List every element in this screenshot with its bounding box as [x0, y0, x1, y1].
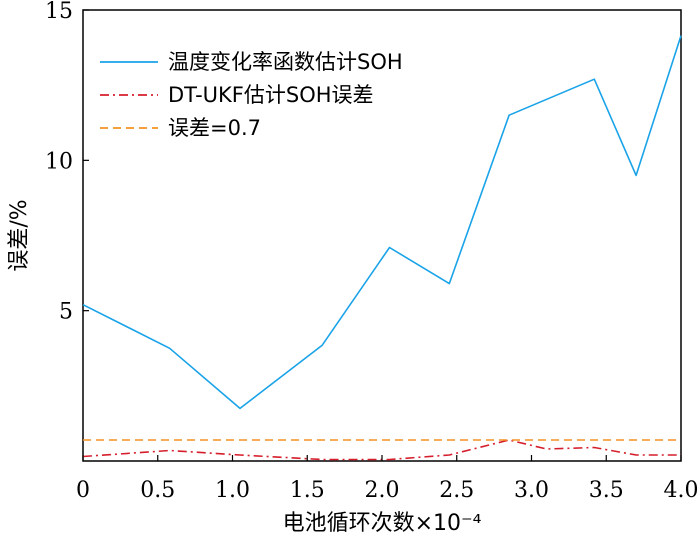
series-layer [82, 35, 682, 461]
x-axis-label: 电池循环次数×10⁻⁴ [283, 511, 482, 536]
legend-label-3: 误差=0.7 [168, 116, 261, 140]
x-tick-label: 2.5 [439, 478, 474, 503]
series-line-1 [82, 35, 682, 410]
x-tick-label: 3.5 [589, 478, 624, 503]
x-tick-label: 1.0 [215, 478, 250, 503]
x-tick-label: 4.0 [664, 478, 699, 503]
y-tick-label: 5 [59, 300, 73, 325]
y-tick-label: 10 [45, 149, 73, 174]
ticks-layer: 0 0.5 1.0 1.5 2.0 2.5 3.0 3.5 4.0 5 10 15 [45, 0, 699, 503]
series-line-2 [82, 439, 681, 461]
plot-frame [82, 9, 682, 462]
y-axis-label: 误差/% [7, 199, 32, 271]
y-tick-label: 15 [45, 0, 73, 24]
legend-label-2: DT-UKF估计SOH误差 [168, 83, 374, 107]
x-tick-label: 1.5 [290, 478, 325, 503]
legend-label-1: 温度变化率函数估计SOH [168, 50, 403, 74]
x-tick-label: 0.5 [140, 478, 175, 503]
x-tick-label: 2.0 [365, 478, 400, 503]
x-tick-label: 3.0 [514, 478, 549, 503]
x-tick-label: 0 [76, 478, 90, 503]
plot-area-border [82, 9, 682, 462]
